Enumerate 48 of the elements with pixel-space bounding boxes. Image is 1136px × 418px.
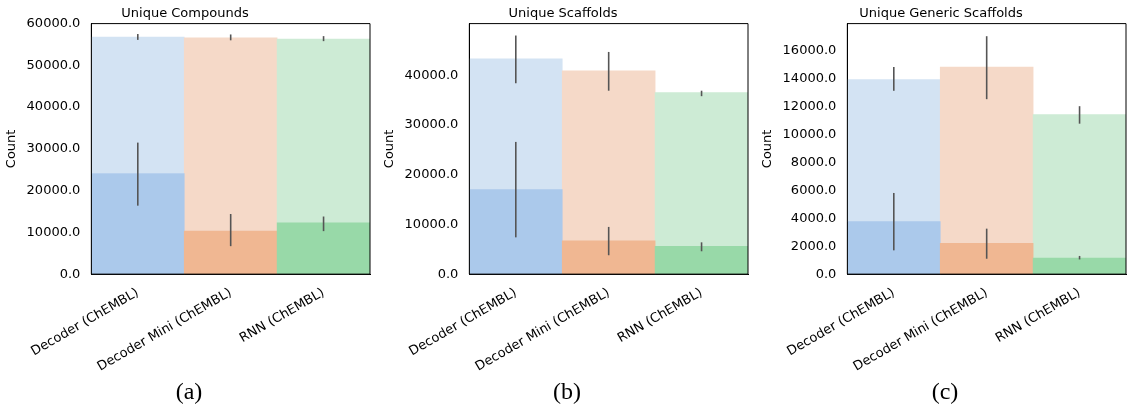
bar (939, 66, 1034, 244)
y-tick-label: 6000.0 (790, 181, 837, 197)
y-tick-label: 16000.0 (782, 41, 837, 57)
y-tick-label: 40000.0 (404, 66, 459, 82)
y-tick-label: 0.0 (815, 265, 837, 281)
bar (939, 243, 1034, 275)
y-tick-label: 14000.0 (782, 69, 837, 85)
bar (561, 70, 656, 242)
bar (276, 38, 370, 224)
y-tick-label: 30000.0 (404, 116, 459, 132)
y-tick-label: 50000.0 (26, 56, 81, 72)
y-tick-label: 2000.0 (790, 237, 837, 253)
y-tick-label: 8000.0 (790, 153, 837, 169)
y-axis-title: Count (381, 129, 397, 169)
bar (469, 58, 563, 190)
bar (1032, 114, 1126, 259)
bar (654, 245, 748, 275)
text: (c) (930, 378, 960, 405)
y-tick-label: 0.0 (59, 265, 81, 281)
y-tick-label: 4000.0 (790, 209, 837, 225)
text: (a) (174, 378, 204, 405)
bar (91, 173, 185, 275)
chart-title: Unique Scaffolds (508, 5, 618, 21)
y-tick-label: 10000.0 (782, 125, 837, 141)
bar (847, 221, 941, 275)
bar (469, 189, 563, 275)
bar (847, 79, 941, 222)
y-tick-label: 10000.0 (404, 215, 459, 231)
y-tick-label: 20000.0 (404, 166, 459, 182)
y-tick-label: 40000.0 (26, 98, 81, 114)
bar (561, 240, 656, 275)
bar (276, 222, 370, 275)
y-tick-label: 12000.0 (782, 97, 837, 113)
y-axis-title: Count (759, 129, 775, 169)
text: (b) (552, 378, 582, 405)
bar (654, 92, 748, 247)
bar (183, 37, 278, 232)
y-tick-label: 60000.0 (26, 14, 81, 30)
bar (91, 36, 185, 174)
y-tick-label: 10000.0 (26, 223, 81, 239)
y-tick-label: 30000.0 (26, 140, 81, 156)
y-tick-label: 0.0 (437, 265, 459, 281)
bar (1032, 257, 1126, 275)
bar (183, 230, 278, 275)
chart-title: Unique Compounds (121, 5, 249, 21)
y-axis-title: Count (3, 129, 19, 169)
y-tick-label: 20000.0 (26, 182, 81, 197)
chart-title: Unique Generic Scaffolds (859, 5, 1023, 21)
